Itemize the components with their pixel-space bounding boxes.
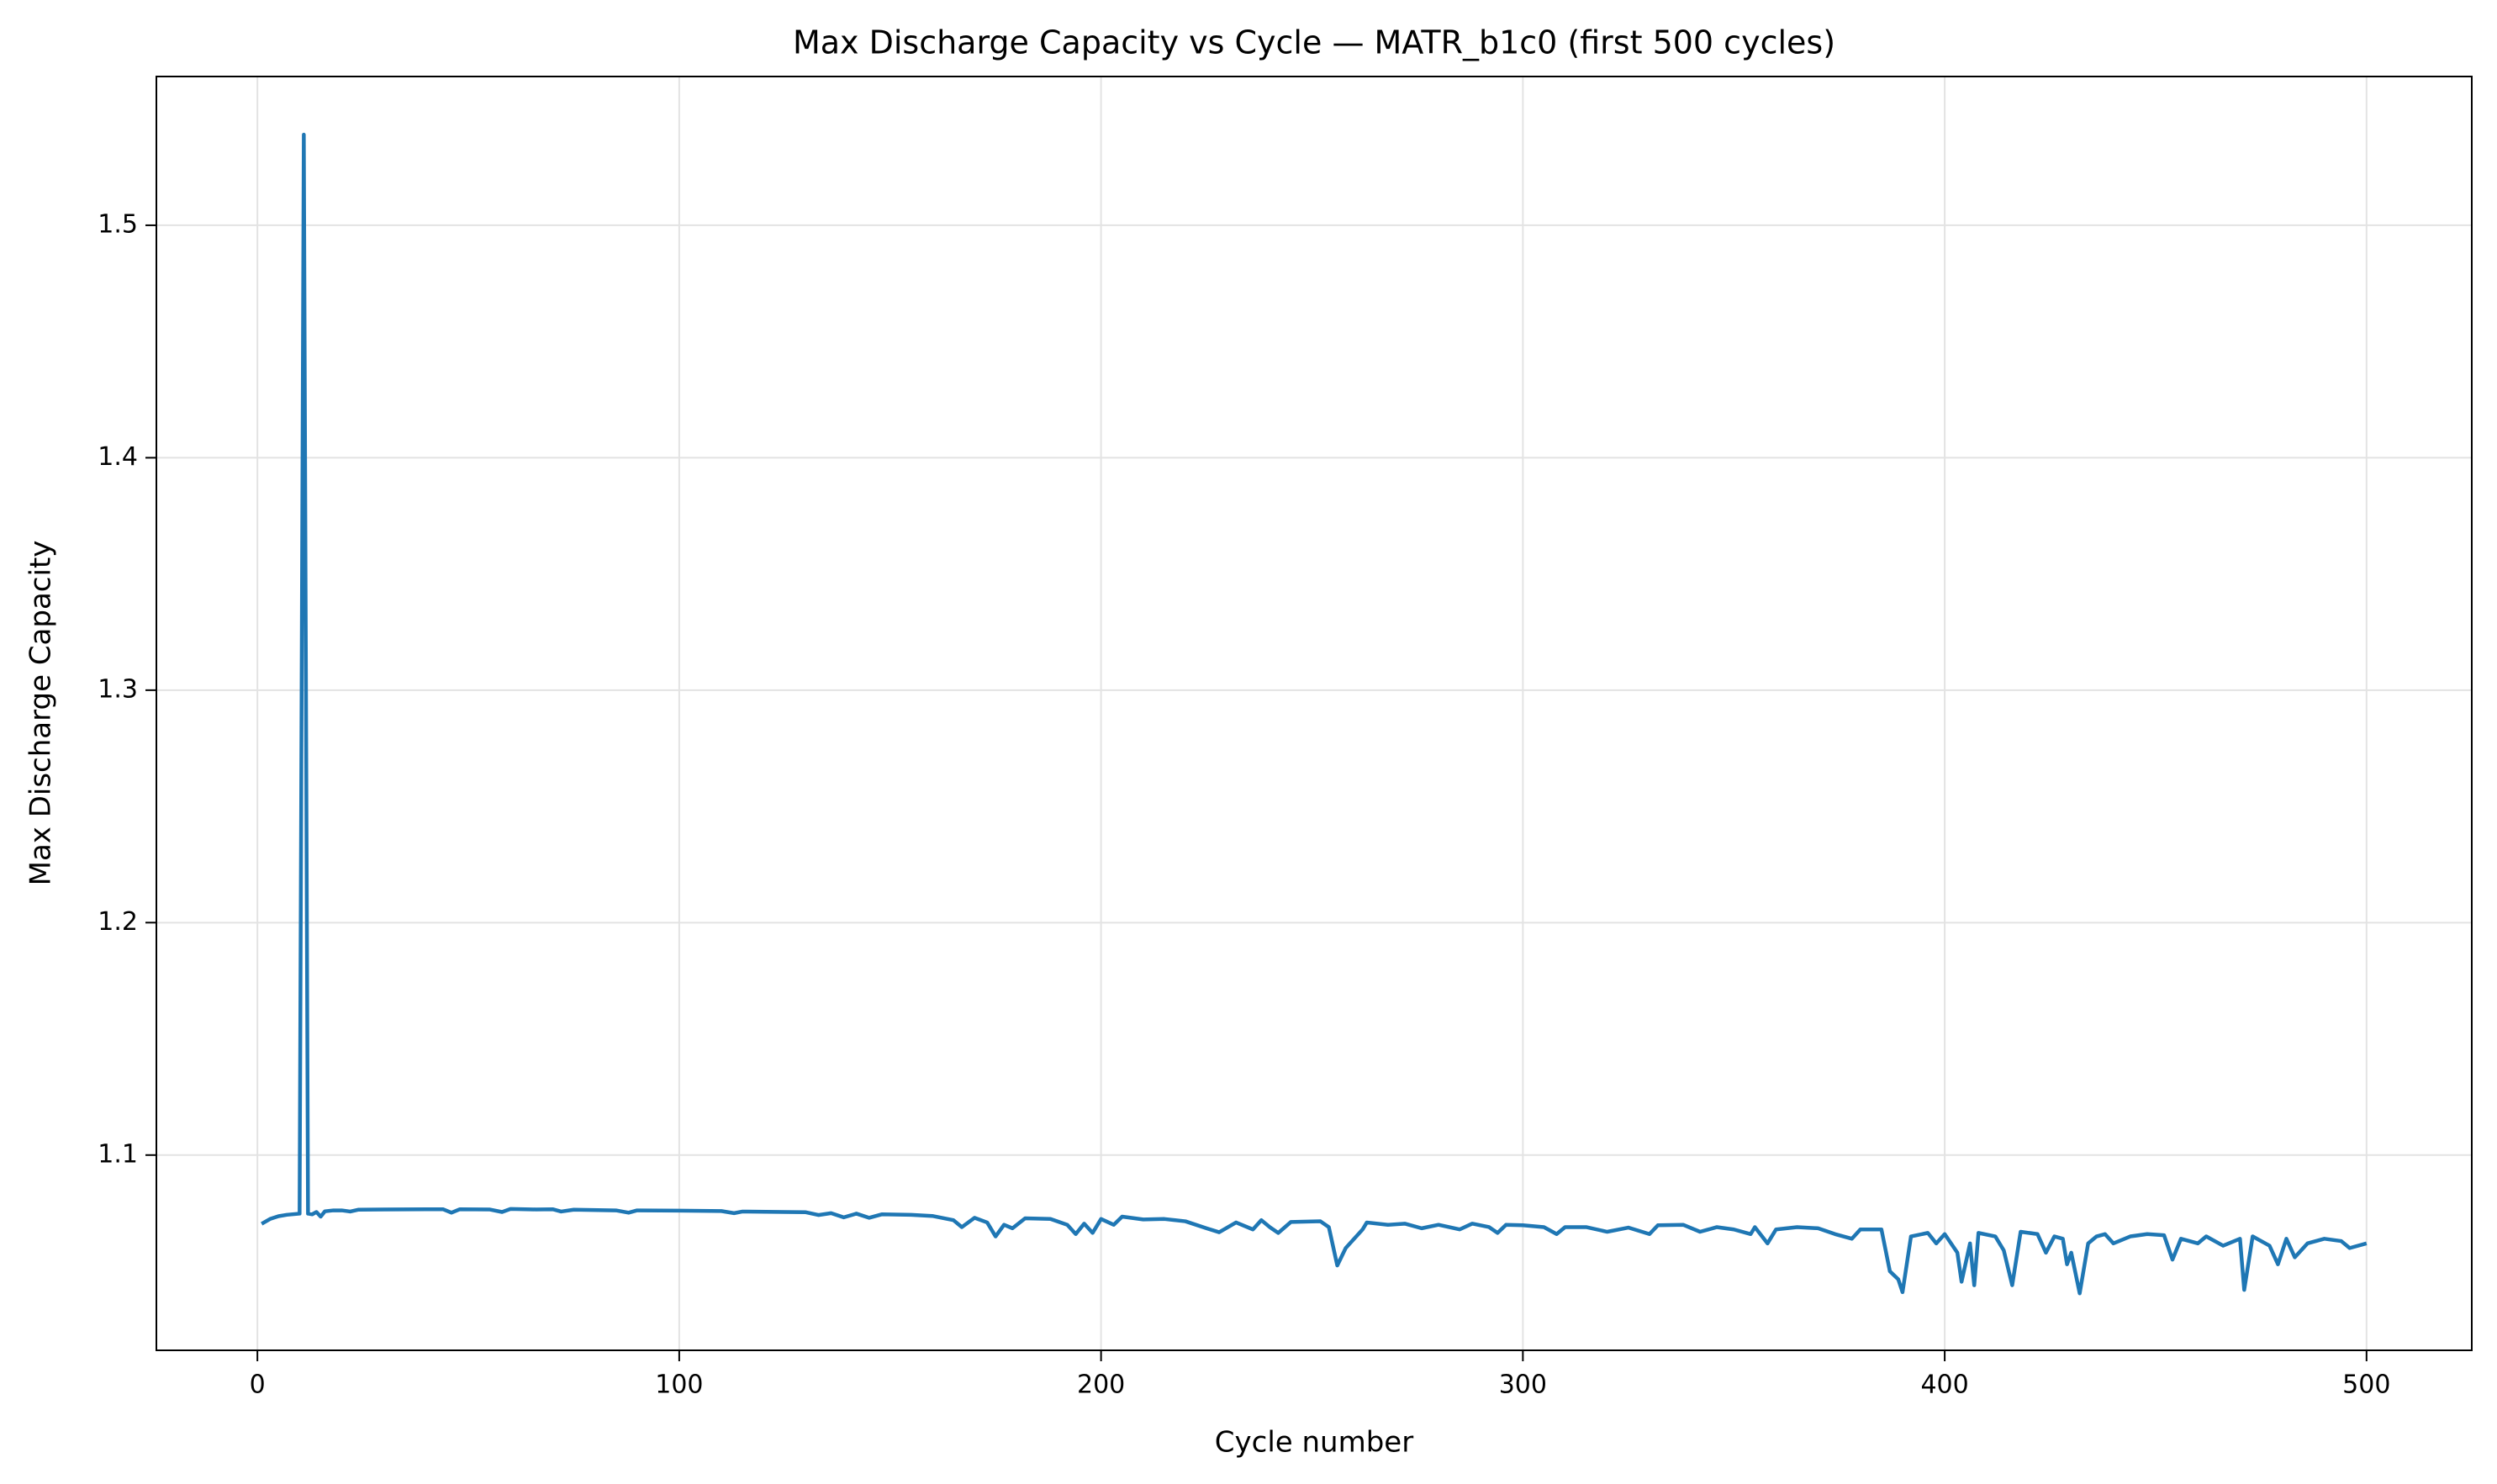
plot-frame xyxy=(156,76,2473,1351)
y-tick-label: 1.5 xyxy=(98,209,138,239)
y-tick-label: 1.4 xyxy=(98,442,138,472)
y-tick-label: 1.2 xyxy=(98,907,138,937)
x-tick-label: 100 xyxy=(655,1370,703,1400)
x-tick-label: 0 xyxy=(250,1370,266,1400)
y-tick-label: 1.3 xyxy=(98,674,138,704)
x-axis-label: Cycle number xyxy=(1215,1426,1413,1460)
y-axis-label: Max Discharge Capacity xyxy=(24,541,58,886)
y-tick-label: 1.1 xyxy=(98,1139,138,1169)
x-tick-label: 400 xyxy=(1920,1370,1968,1400)
x-tick-label: 300 xyxy=(1499,1370,1547,1400)
x-tick-label: 500 xyxy=(2342,1370,2390,1400)
chart-title: Max Discharge Capacity vs Cycle — MATR_b… xyxy=(793,24,1835,61)
data-line xyxy=(261,132,2368,1296)
x-tick-label: 200 xyxy=(1077,1370,1125,1400)
